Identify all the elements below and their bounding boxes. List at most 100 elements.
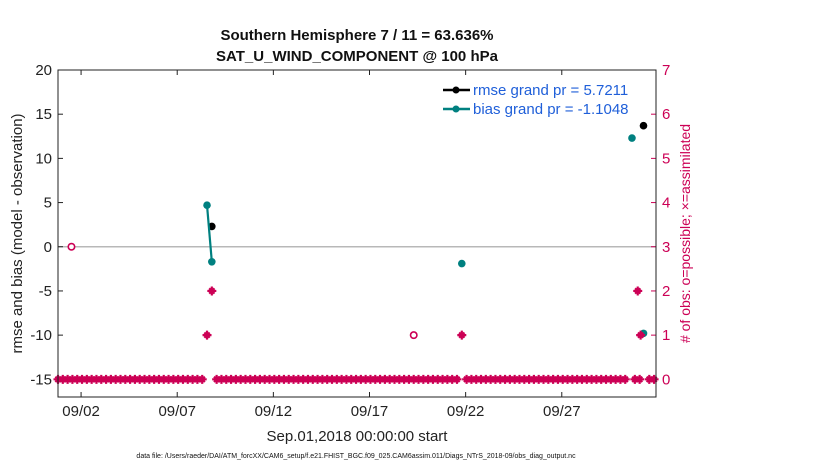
zero-count-marker (356, 374, 366, 384)
legend-bias-marker (452, 105, 460, 113)
zero-count-marker (418, 374, 428, 384)
x-tick-label: 09/07 (158, 403, 196, 420)
zero-count-marker (572, 374, 582, 384)
y-left-tick-label: 0 (44, 239, 52, 256)
zero-count-marker (563, 374, 573, 384)
zero-count-marker (159, 374, 169, 384)
zero-count-marker (298, 374, 308, 384)
zero-count-marker (216, 374, 226, 384)
zero-count-marker (289, 374, 299, 384)
series-3-point (207, 286, 217, 296)
legend-rmse-marker (452, 86, 460, 94)
zero-count-marker (322, 374, 332, 384)
zero-count-marker (351, 374, 361, 384)
zero-count-marker (471, 374, 481, 384)
x-tick-label: 09/12 (255, 403, 293, 420)
zero-count-marker (476, 374, 486, 384)
zero-count-marker (361, 374, 371, 384)
zero-count-marker (510, 374, 520, 384)
zero-count-marker (500, 374, 510, 384)
zero-count-marker (82, 374, 92, 384)
zero-count-marker (375, 374, 385, 384)
y-right-tick-label: 6 (662, 106, 670, 123)
chart-subtitle: SAT_U_WIND_COMPONENT @ 100 hPa (216, 48, 499, 65)
footnote: data file: /Users/raeder/DAI/ATM_forcXX/… (136, 453, 576, 460)
zero-count-marker (596, 374, 606, 384)
zero-count-marker (188, 374, 198, 384)
x-tick-label: 09/17 (351, 403, 389, 420)
zero-count-marker (327, 374, 337, 384)
legend: rmse grand pr = 5.7211 bias grand pr = -… (438, 80, 650, 120)
zero-count-marker (380, 374, 390, 384)
zero-count-marker (620, 374, 630, 384)
y-left-tick-label: 10 (35, 150, 52, 167)
series-3-point (636, 330, 646, 340)
y-left-tick-label: 20 (35, 62, 52, 79)
zero-count-marker (385, 374, 395, 384)
zero-count-marker (284, 374, 294, 384)
zero-count-marker (442, 374, 452, 384)
zero-count-marker (120, 374, 130, 384)
zero-count-marker (173, 374, 183, 384)
y-axis-left-label: rmse and bias (model - observation) (9, 113, 26, 353)
zero-count-marker (567, 374, 577, 384)
zero-count-marker (433, 374, 443, 384)
series-0-point (639, 121, 648, 130)
y-right-tick-label: 0 (662, 371, 670, 388)
zero-count-marker (447, 374, 457, 384)
y-left-tick-label: 15 (35, 106, 52, 123)
zero-count-marker (154, 374, 164, 384)
zero-count-marker (279, 374, 289, 384)
y-axis-right-label: # of obs: o=possible; ×=assimilated (677, 124, 693, 343)
zero-count-marker (144, 374, 154, 384)
zero-count-marker (644, 374, 654, 384)
zero-count-marker (389, 374, 399, 384)
zero-count-marker (332, 374, 342, 384)
zero-count-marker (101, 374, 111, 384)
zero-count-marker (635, 374, 645, 384)
legend-box (438, 80, 650, 120)
legend-rmse-label: rmse grand pr = 5.7211 (473, 82, 628, 99)
series-3-point (202, 330, 212, 340)
zero-count-marker (466, 374, 476, 384)
zero-count-marker (490, 374, 500, 384)
y-left-tick-label: 5 (44, 195, 52, 212)
zero-count-marker (274, 374, 284, 384)
zero-count-marker (462, 374, 472, 384)
zero-count-marker (236, 374, 246, 384)
series-2-point (67, 242, 76, 251)
zero-count-marker (72, 374, 82, 384)
zero-count-marker (231, 374, 241, 384)
x-tick-label: 09/27 (543, 403, 581, 420)
zero-count-marker (394, 374, 404, 384)
zero-count-marker (313, 374, 323, 384)
zero-count-marker (96, 374, 106, 384)
zero-count-marker (308, 374, 318, 384)
zero-count-marker (543, 374, 553, 384)
zero-count-marker (404, 374, 414, 384)
zero-count-marker (140, 374, 150, 384)
zero-count-marker (130, 374, 140, 384)
zero-count-marker (414, 374, 424, 384)
zero-count-marker (524, 374, 534, 384)
zero-count-marker (303, 374, 313, 384)
zero-count-marker (91, 374, 101, 384)
zero-count-marker (615, 374, 625, 384)
zero-count-marker (67, 374, 77, 384)
series-3-point (457, 330, 467, 340)
zero-count-marker (423, 374, 433, 384)
y-left-tick-label: -5 (39, 283, 52, 300)
zero-count-marker (428, 374, 438, 384)
y-left-tick-label: -15 (30, 371, 52, 388)
zero-count-marker (438, 374, 448, 384)
series-1-point (628, 134, 636, 142)
zero-count-marker (250, 374, 260, 384)
zero-count-marker (226, 374, 236, 384)
zero-count-marker (221, 374, 231, 384)
zero-count-marker (317, 374, 327, 384)
zero-count-marker (606, 374, 616, 384)
zero-count-marker (111, 374, 121, 384)
y-right-tick-label: 4 (662, 195, 670, 212)
series-1-point (208, 257, 216, 266)
